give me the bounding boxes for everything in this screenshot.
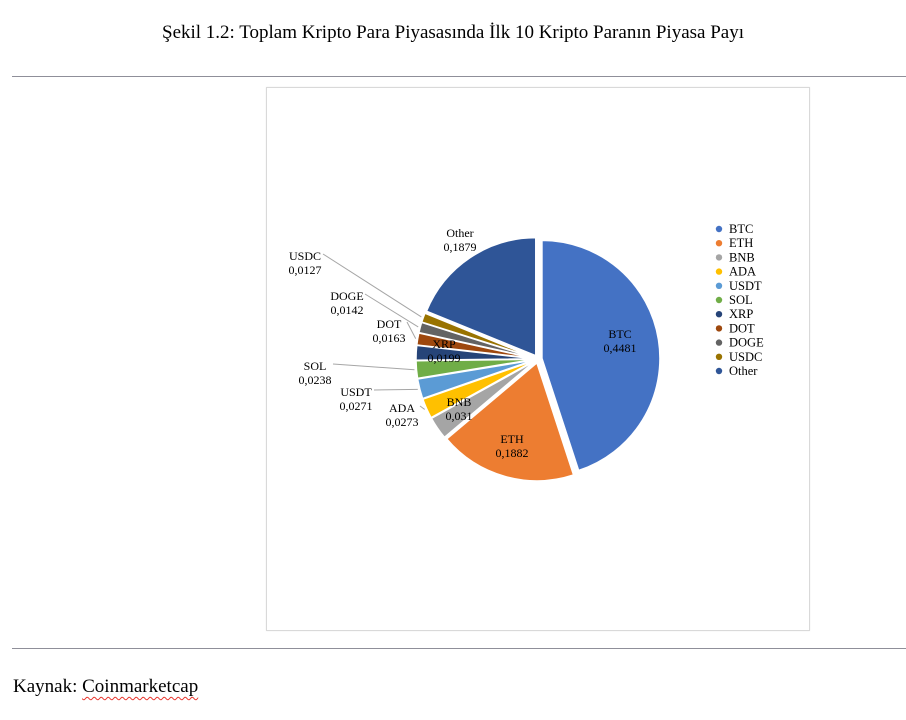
legend-label-other: Other (729, 364, 758, 378)
leader-line-doge (364, 293, 419, 328)
legend-marker-usdc (715, 353, 723, 360)
data-label-value: 0,4481 (604, 341, 637, 355)
data-label-sol: SOL 0,0238 (299, 359, 332, 387)
legend-marker-ada (715, 268, 723, 275)
data-label-value: 0,0273 (386, 415, 419, 429)
data-label-category: DOGE (330, 289, 363, 303)
leader-line-dot (406, 321, 417, 339)
source-label: Kaynak: (13, 676, 83, 697)
data-label-dot: DOT 0,0163 (373, 317, 406, 345)
leader-lines (322, 253, 426, 410)
data-label-other: Other 0,1879 (444, 226, 477, 254)
pie-slice-usdc (420, 312, 535, 359)
data-label-usdt: USDT 0,0271 (340, 385, 373, 413)
data-label-value: 0,1879 (444, 240, 477, 254)
legend-label-usdt: USDT (729, 279, 762, 293)
leader-line-usdt (373, 388, 418, 391)
data-label-category: BNB (447, 395, 472, 409)
figure-title: Şekil 1.2: Toplam Kripto Para Piyasasınd… (162, 22, 744, 43)
legend-marker-bnb (715, 254, 723, 261)
data-label-ada: ADA 0,0273 (386, 401, 419, 429)
data-label-value: 0,0127 (289, 263, 322, 277)
leader-line-sol (332, 363, 415, 371)
data-label-category: BTC (608, 327, 631, 341)
data-label-category: USDT (340, 385, 372, 399)
legend-marker-sol (715, 296, 723, 304)
legend-label-usdc: USDC (729, 350, 762, 364)
leader-line-ada (419, 405, 426, 410)
pie-slice-btc (541, 239, 661, 472)
data-label-xrp: XRP 0,0199 (428, 337, 461, 365)
data-label-doge: DOGE 0,0142 (330, 289, 363, 317)
legend-marker-doge (715, 339, 723, 346)
legend-label-btc: BTC (729, 222, 753, 236)
data-label-category: XRP (432, 337, 456, 351)
data-label-value: 0,0238 (299, 373, 332, 387)
data-label-category: ADA (389, 401, 415, 415)
leader-line-usdc (322, 253, 422, 318)
legend-label-ada: ADA (729, 265, 756, 279)
data-label-value: 0,0163 (373, 331, 406, 345)
legend-label-xrp: XRP (729, 307, 753, 321)
data-label-value: 0,0199 (428, 351, 461, 365)
top-rule (12, 76, 906, 77)
data-label-value: 0,031 (446, 409, 473, 423)
source-link[interactable]: Coinmarketcap (82, 676, 199, 697)
legend-label-dot: DOT (729, 321, 755, 335)
legend-label-bnb: BNB (729, 250, 755, 264)
bottom-rule (12, 648, 906, 649)
data-label-value: 0,0271 (340, 399, 373, 413)
legend-label-doge: DOGE (729, 336, 764, 350)
source-note: Kaynak: Coinmarketcap (13, 676, 198, 698)
data-label-category: DOT (377, 317, 402, 331)
data-label-bnb: BNB 0,031 (446, 395, 473, 423)
legend-marker-btc (715, 225, 723, 233)
pie-slices (415, 236, 661, 482)
data-label-eth: ETH 0,1882 (496, 432, 529, 460)
data-label-category: USDC (289, 249, 321, 263)
data-label-category: Other (446, 226, 473, 240)
data-label-value: 0,0142 (331, 303, 364, 317)
pie-slice-eth (445, 361, 575, 482)
legend-label-eth: ETH (729, 236, 753, 250)
data-label-category: ETH (500, 432, 524, 446)
legend-marker-xrp (715, 311, 723, 318)
data-label-usdc: USDC 0,0127 (289, 249, 322, 277)
chart-area: BTC 0,4481 ETH 0,1882 BNB 0,031 ADA 0,0273 USDT 0… (266, 87, 810, 631)
pie-slice-other (425, 236, 537, 357)
legend-marker-dot (715, 325, 723, 332)
legend-marker-usdt (715, 282, 723, 289)
data-label-category: SOL (304, 359, 327, 373)
legend-label-sol: SOL (729, 293, 753, 307)
legend-marker-other (715, 367, 723, 375)
legend-marker-eth (715, 240, 723, 247)
data-label-btc: BTC 0,4481 (604, 327, 637, 355)
data-label-value: 0,1882 (496, 446, 529, 460)
